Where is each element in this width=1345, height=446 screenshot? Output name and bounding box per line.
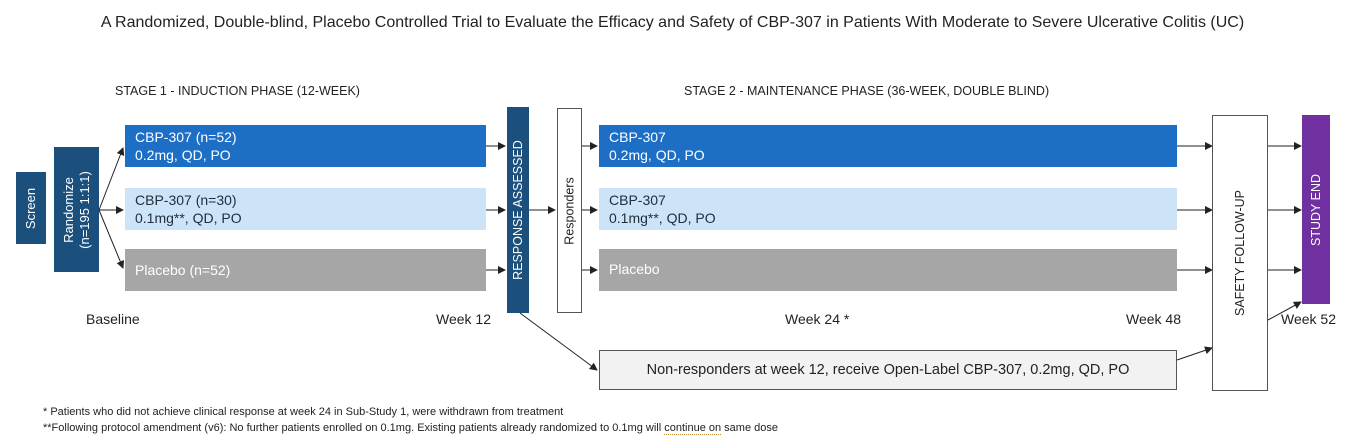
footnote-1: * Patients who did not achieve clinical … <box>43 406 564 418</box>
footnote-2-underlined: continue on <box>664 422 722 435</box>
stage2-label: STAGE 2 - MAINTENANCE PHASE (36-WEEK, DO… <box>684 84 1050 98</box>
footnote-2-main: **Following protocol amendment (v6): No … <box>43 422 665 434</box>
footnote-2-tail: same dose <box>721 422 778 434</box>
maintenance-arm-1-dose: 0.2mg, QD, PO <box>609 147 705 163</box>
induction-arm-3: Placebo (n=52) <box>125 249 486 291</box>
maintenance-arm-2-dose: 0.1mg**, QD, PO <box>609 210 716 226</box>
responders-box: Responders <box>557 108 582 313</box>
maintenance-arm-3-name: Placebo <box>609 261 660 277</box>
response-assessed-box: RESPONSE ASSESSED <box>507 107 529 313</box>
arrow-sf-to-end4 <box>1267 301 1302 321</box>
safety-followup-label: SAFETY FOLLOW-UP <box>1233 190 1248 316</box>
arrow-ra-to-nonresp <box>519 312 598 371</box>
induction-arm-1-dose: 0.2mg, QD, PO <box>135 147 231 163</box>
non-responders-label: Non-responders at week 12, receive Open-… <box>646 362 1130 378</box>
induction-arm-3-name: Placebo (n=52) <box>135 262 231 278</box>
randomize-box: Randomize (n=195 1:1:1) <box>54 147 99 272</box>
induction-arm-2-name: CBP-307 (n=30) <box>135 192 237 208</box>
week-52: Week 52 <box>1281 311 1336 327</box>
stage1-label: STAGE 1 - INDUCTION PHASE (12-WEEK) <box>115 84 360 98</box>
induction-arm-1-name: CBP-307 (n=52) <box>135 129 237 145</box>
arrow-nonresp-to-sf <box>1176 346 1213 361</box>
week-12: Week 12 <box>436 311 491 327</box>
randomize-count: (n=195 1:1:1) <box>76 170 92 249</box>
study-end-box: STUDY END <box>1302 115 1330 304</box>
responders-label: Responders <box>562 176 577 245</box>
arrow-rand-to-arm3 <box>98 209 125 269</box>
induction-arm-2: CBP-307 (n=30) 0.1mg**, QD, PO <box>125 188 486 230</box>
maintenance-arm-1: CBP-307 0.2mg, QD, PO <box>599 125 1177 167</box>
induction-arm-1: CBP-307 (n=52) 0.2mg, QD, PO <box>125 125 486 167</box>
maintenance-arm-1-name: CBP-307 <box>609 129 666 145</box>
screen-box: Screen <box>16 172 46 244</box>
maintenance-arm-2-name: CBP-307 <box>609 192 666 208</box>
week-24: Week 24 * <box>785 311 850 327</box>
response-assessed-label: RESPONSE ASSESSED <box>511 140 526 280</box>
study-end-label: STUDY END <box>1309 173 1324 246</box>
non-responders-box: Non-responders at week 12, receive Open-… <box>599 350 1177 390</box>
footnote-2: **Following protocol amendment (v6): No … <box>43 422 778 435</box>
arrow-rand-to-arm1 <box>98 147 125 211</box>
screen-label: Screen <box>23 187 39 229</box>
week-baseline: Baseline <box>86 311 140 327</box>
induction-arm-2-dose: 0.1mg**, QD, PO <box>135 210 242 226</box>
diagram-title: A Randomized, Double-blind, Placebo Cont… <box>100 14 1245 31</box>
week-48: Week 48 <box>1126 311 1181 327</box>
maintenance-arm-2: CBP-307 0.1mg**, QD, PO <box>599 188 1177 230</box>
maintenance-arm-3: Placebo <box>599 249 1177 291</box>
safety-followup-box: SAFETY FOLLOW-UP <box>1212 115 1268 391</box>
randomize-label: Randomize <box>60 176 76 243</box>
